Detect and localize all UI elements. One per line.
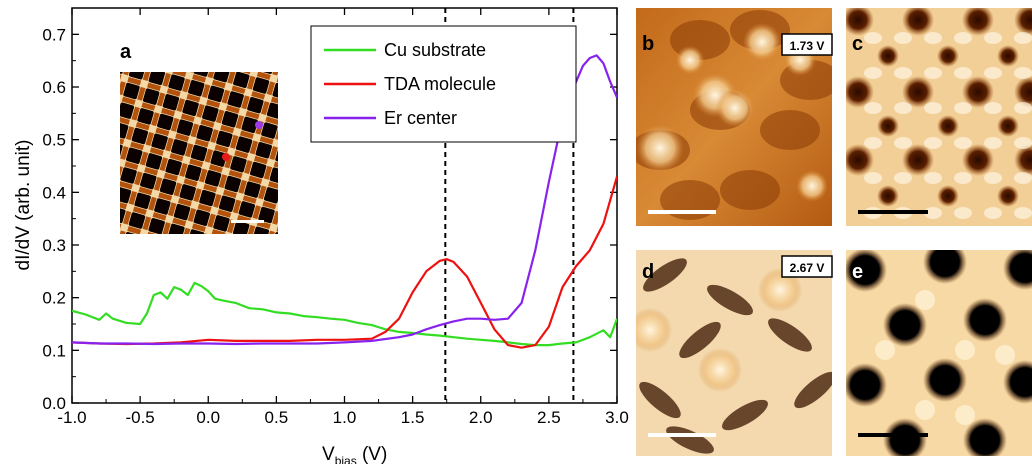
panel-label-e: e — [852, 261, 863, 283]
inset-scale-bar — [231, 220, 264, 223]
y-tick-label: 0.3 — [42, 236, 66, 255]
stm-image-b: b 1.73 V — [636, 8, 833, 226]
panel-label-d: d — [642, 261, 654, 283]
stm-image-d: d 2.67 V — [636, 250, 833, 456]
x-label-sub: bias — [335, 454, 357, 464]
x-tick-label: 3.0 — [605, 408, 629, 427]
legend: Cu substrate TDA molecule Er center — [310, 25, 577, 143]
stm-image-e: e — [846, 250, 1032, 456]
legend-entry: TDA molecule — [384, 74, 496, 94]
x-tick-label: -0.5 — [125, 408, 154, 427]
inset-stm-image — [120, 72, 278, 234]
scale-bar-e — [858, 433, 928, 437]
series-line-tda-molecule — [72, 176, 617, 349]
y-tick-label: 0.0 — [42, 394, 66, 413]
series-line-er-center — [72, 54, 617, 346]
x-tick-label: 2.0 — [469, 408, 493, 427]
panel-label-a: a — [120, 41, 132, 63]
y-axis-label: dI/dV (arb. unit) — [13, 140, 34, 271]
x-label-main: V — [322, 444, 335, 464]
stm-image-c: c — [846, 8, 1032, 226]
bias-tag-b-box — [781, 33, 833, 56]
x-tick-label: 0.5 — [265, 408, 289, 427]
y-tick-label: 0.2 — [42, 289, 66, 308]
x-label-unit: (V) — [357, 444, 388, 464]
panel-label-c: c — [852, 33, 863, 55]
bias-tag-d: 2.67 V — [790, 261, 825, 275]
x-tick-label: 0.0 — [196, 408, 220, 427]
x-axis: -1.0 -0.5 0.0 0.5 1.0 1.5 2.0 2.5 3.0 — [57, 8, 629, 427]
spectrum-plot: -1.0 -0.5 0.0 0.5 1.0 1.5 2.0 2.5 3.0 0.00.10.20… — [13, 7, 629, 464]
inset-marker-tda — [222, 153, 230, 161]
x-axis-label: Vbias (V) — [322, 444, 387, 464]
panel-label-b: b — [642, 33, 654, 55]
scale-bar-b — [648, 210, 716, 214]
x-tick-label: 2.5 — [537, 408, 561, 427]
bias-tag-d-box — [781, 255, 833, 278]
x-tick-label: -1.0 — [57, 408, 86, 427]
y-tick-label: 0.5 — [42, 131, 66, 150]
y-tick-label: 0.1 — [42, 341, 66, 360]
inset-marker-er — [255, 121, 263, 129]
y-tick-label: 0.4 — [42, 183, 66, 202]
y-tick-label: 0.7 — [42, 25, 66, 44]
y-axis: 0.0 0.1 0.2 0.3 0.4 0.5 0.6 0.7 — [42, 25, 617, 413]
legend-entry: Cu substrate — [384, 40, 486, 60]
series-line-cu-substrate — [72, 281, 617, 347]
legend-entry: Er center — [384, 108, 457, 128]
scale-bar-d — [648, 433, 716, 437]
scale-bar-c — [858, 210, 928, 214]
x-tick-label: 1.5 — [401, 408, 425, 427]
x-tick-label: 1.0 — [333, 408, 357, 427]
series-group — [72, 54, 617, 349]
y-tick-label: 0.6 — [42, 78, 66, 97]
bias-tag-b: 1.73 V — [790, 39, 825, 53]
